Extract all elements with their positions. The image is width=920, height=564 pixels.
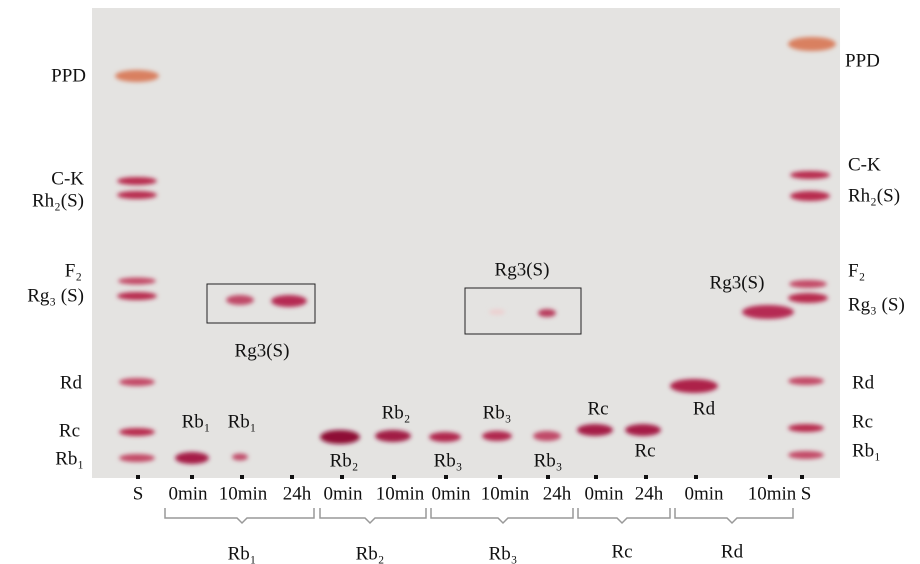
tlc-figure: PPD C-K Rh₂(S) F₂ Rg₃ (S) Rd Rc Rb₁ PPD … [0,0,920,564]
group-brackets [165,508,793,523]
lane-label: 10min [481,483,530,504]
band-label: Rg3(S) [235,340,290,361]
band-label: Rd [60,372,83,393]
lane-label: 24h [543,483,572,504]
band-label: F₂ [65,260,82,281]
right-labels: PPD C-K Rh₂(S) F₂ Rg₃ (S) Rd Rc Rb₁ [845,50,905,461]
band-label: Rb₂ [330,450,359,471]
band-label: Rg3(S) [710,272,765,293]
lane-label: 0min [168,483,208,504]
lane-labels: S 0min 10min 24h 0min 10min 0min 10min 2… [133,483,812,504]
band-label: C-K [51,168,84,189]
left-labels: PPD C-K Rh₂(S) F₂ Rg₃ (S) Rd Rc Rb₁ [27,65,86,469]
lane-label: 0min [684,483,724,504]
lane-label: 0min [584,483,624,504]
band-label: C-K [848,154,881,175]
band-label: F₂ [848,260,865,281]
group-label: Rb₃ [489,543,518,564]
band-label: Rb₁ [852,440,881,461]
group-label: Rc [611,541,632,562]
group-label: Rb₁ [228,543,257,564]
lane-label: S [133,483,144,504]
group-labels: Rb₁ Rb₂ Rb₃ Rc Rd [228,541,744,564]
band-label: Rc [59,420,80,441]
lane-label: 0min [323,483,363,504]
lane-label: 10min [219,483,268,504]
lane-label: 24h [635,483,664,504]
band-label: Rb₂ [382,402,411,423]
band-label: Rg₃ (S) [27,285,84,306]
band-label: Rb₁ [55,448,84,469]
band-label: PPD [845,50,880,71]
band-label: Rc [634,440,655,461]
band-label: Rb₁ [228,411,257,432]
band-label: Rh₂(S) [848,185,900,206]
lane-label: 0min [431,483,471,504]
band-label: Rg3(S) [495,259,550,280]
band-label: Rd [693,398,716,419]
band-label: Rb₃ [483,402,512,423]
band-label: PPD [51,65,86,86]
band-label: Rd [852,372,875,393]
band-label: Rb₃ [534,450,563,471]
group-label: Rb₂ [356,543,385,564]
band-label: Rc [852,411,873,432]
group-label: Rd [721,541,744,562]
lane-label: S [801,483,812,504]
tlc-plate [92,8,840,478]
band-label: Rb₁ [182,411,211,432]
band-label: Rc [587,398,608,419]
lane-label: 10min [376,483,425,504]
band-label: Rg₃ (S) [848,294,905,315]
lane-label: 10min [748,483,797,504]
lane-label: 24h [283,483,312,504]
band-label: Rh₂(S) [32,190,84,211]
band-label: Rb₃ [434,450,463,471]
